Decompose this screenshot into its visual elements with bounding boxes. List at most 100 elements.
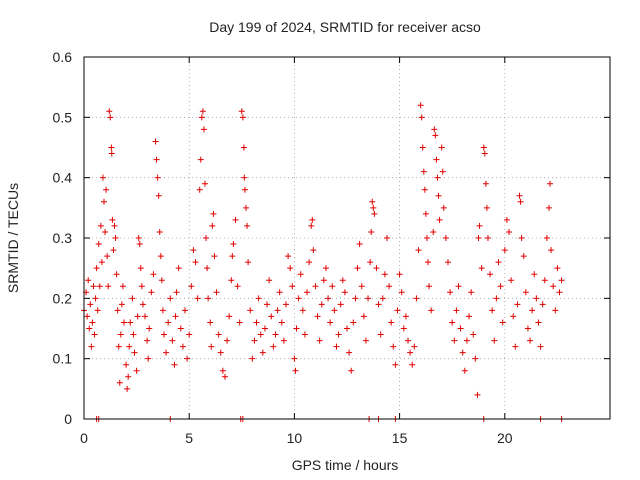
data-point [192, 259, 199, 266]
data-point [153, 156, 160, 163]
data-point [495, 259, 502, 266]
data-point [369, 198, 376, 205]
data-point [512, 343, 519, 350]
data-point [379, 295, 386, 302]
data-point [386, 283, 393, 290]
data-point [360, 313, 367, 320]
data-point [476, 222, 483, 229]
data-point [171, 361, 178, 368]
data-point [358, 283, 365, 290]
data-point [156, 228, 163, 235]
data-point [309, 216, 316, 223]
data-point [278, 319, 285, 326]
data-point [370, 204, 377, 211]
data-point [102, 228, 109, 235]
data-point [274, 307, 281, 314]
data-point [381, 271, 388, 278]
data-point [144, 337, 151, 344]
data-point [329, 283, 336, 290]
data-point [497, 283, 504, 290]
data-point [90, 283, 97, 290]
data-point [398, 289, 405, 296]
data-point [257, 331, 264, 338]
data-point [208, 343, 215, 350]
data-point [113, 271, 120, 278]
data-point [91, 331, 98, 338]
data-point [181, 307, 188, 314]
data-point [148, 289, 155, 296]
data-point [172, 313, 179, 320]
data-point [451, 337, 458, 344]
data-point [95, 241, 102, 248]
data-point [423, 235, 430, 241]
data-point [478, 265, 485, 272]
y-tick-label: 0.2 [53, 290, 73, 306]
data-point [346, 349, 353, 356]
data-point [535, 319, 542, 326]
data-point [556, 289, 563, 296]
data-point [457, 325, 464, 332]
data-point [367, 259, 374, 266]
data-point [125, 373, 132, 380]
data-point [484, 235, 491, 241]
data-point [251, 337, 258, 344]
y-tick-label: 0.5 [53, 109, 73, 125]
data-point [373, 265, 380, 272]
x-tick-label: 5 [185, 430, 193, 446]
data-point [179, 343, 186, 350]
data-point [119, 283, 126, 290]
data-point [440, 204, 447, 211]
data-point [194, 295, 201, 302]
data-point [463, 337, 470, 344]
data-point [312, 283, 319, 290]
data-point [107, 114, 114, 121]
data-point [169, 337, 176, 344]
data-point [241, 174, 248, 181]
data-point [430, 228, 437, 235]
data-point [444, 259, 451, 266]
data-point [124, 385, 131, 392]
data-point [524, 325, 531, 332]
data-point [390, 343, 397, 350]
data-point [518, 235, 525, 241]
data-point [331, 307, 338, 314]
data-point [291, 355, 298, 362]
data-point [115, 343, 122, 350]
y-tick-label: 0.3 [53, 230, 73, 246]
data-point [134, 313, 141, 320]
data-point [436, 216, 443, 223]
data-points [81, 102, 565, 422]
data-point [433, 156, 440, 163]
data-point [259, 349, 266, 356]
data-point [426, 283, 433, 290]
data-point [229, 253, 236, 260]
data-point [487, 271, 494, 278]
data-point [503, 216, 510, 223]
data-point [205, 295, 212, 302]
data-point [348, 367, 355, 374]
data-point [228, 277, 235, 284]
data-point [394, 307, 401, 314]
data-point [100, 198, 107, 205]
data-point [285, 253, 292, 260]
data-point [253, 319, 260, 326]
data-point [308, 222, 315, 229]
data-point [131, 349, 138, 356]
data-point [459, 349, 466, 356]
data-point [470, 331, 477, 338]
data-point [547, 180, 554, 187]
x-tick-label: 20 [497, 430, 513, 446]
data-point [255, 295, 262, 302]
data-point [516, 192, 523, 199]
data-point [483, 204, 490, 211]
data-point [150, 271, 157, 278]
data-point [93, 265, 100, 272]
data-point [422, 210, 429, 217]
data-point [177, 325, 184, 332]
data-point [482, 180, 489, 187]
data-point [354, 265, 361, 272]
data-point [413, 295, 420, 302]
data-point [106, 108, 113, 115]
data-point [447, 289, 454, 296]
data-point [508, 277, 515, 284]
